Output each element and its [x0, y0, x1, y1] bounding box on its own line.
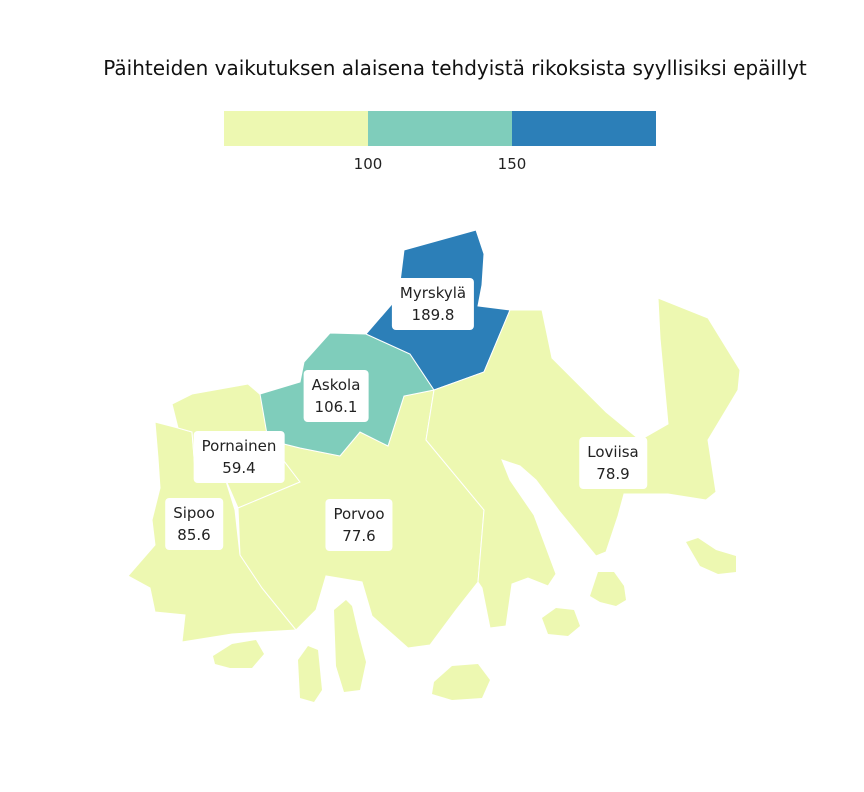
label-sipoo: Sipoo 85.6 [165, 498, 223, 550]
island [213, 640, 264, 668]
legend-tick-100: 100 [353, 155, 383, 173]
municipality-name: Sipoo [173, 504, 215, 522]
municipality-value: 78.9 [596, 465, 630, 483]
municipality-name: Myrskylä [399, 284, 467, 302]
legend-swatch-low [224, 111, 368, 146]
label-myrskyla: Myrskylä 189.8 [391, 278, 475, 330]
island [686, 538, 736, 574]
label-pornainen: Pornainen 59.4 [193, 431, 285, 483]
legend-swatch-high [512, 111, 656, 146]
label-porvoo: Porvoo 77.6 [325, 499, 393, 551]
island [432, 664, 490, 700]
municipality-value: 189.8 [411, 306, 455, 324]
municipality-name: Pornainen [201, 437, 277, 455]
label-loviisa: Loviisa 78.9 [579, 437, 647, 489]
color-legend [224, 111, 656, 146]
legend-tick-150: 150 [497, 155, 527, 173]
island [298, 646, 322, 702]
map-title: Päihteiden vaikutuksen alaisena tehdyist… [103, 56, 807, 80]
island [334, 600, 366, 692]
municipality-value: 77.6 [342, 527, 376, 545]
label-askola: Askola 106.1 [303, 370, 369, 422]
municipality-value: 85.6 [177, 526, 211, 544]
municipality-name: Porvoo [333, 505, 385, 523]
municipality-name: Askola [311, 376, 361, 394]
legend-swatch-mid [368, 111, 512, 146]
island [542, 608, 580, 636]
island [590, 572, 626, 606]
municipality-value: 106.1 [314, 398, 358, 416]
municipality-name: Loviisa [587, 443, 639, 461]
municipality-value: 59.4 [222, 459, 256, 477]
